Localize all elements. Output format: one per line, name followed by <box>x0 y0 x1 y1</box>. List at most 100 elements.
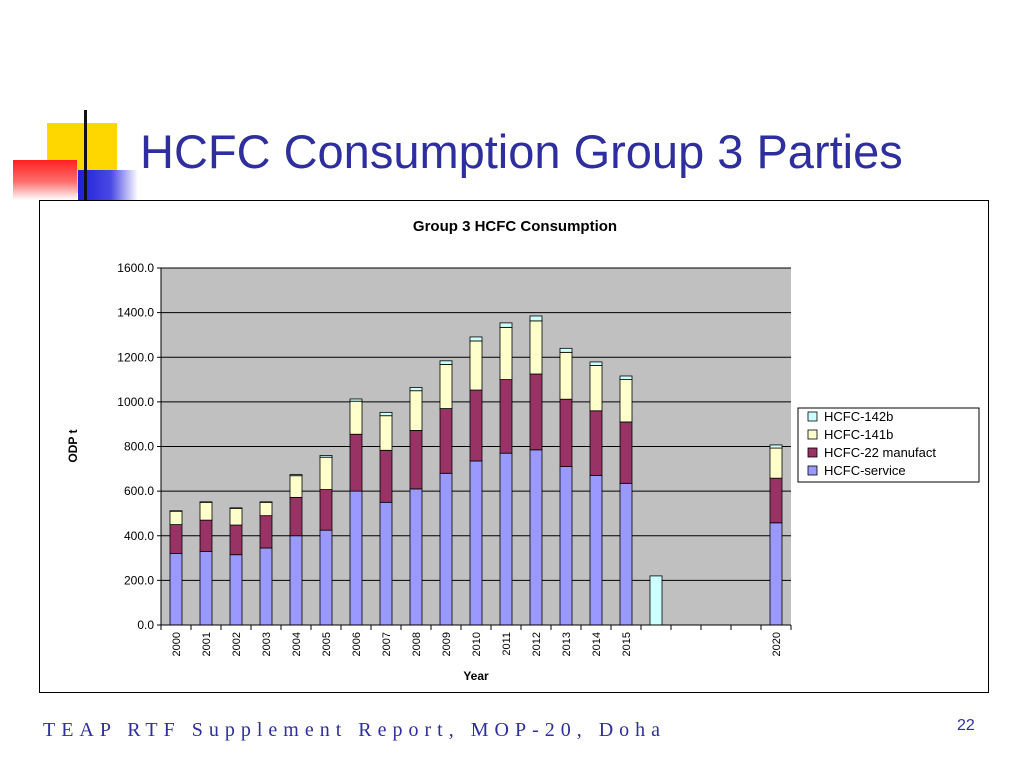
bar-hcfc-service-1 <box>199 550 213 626</box>
bar-hcfc-141b-5 <box>319 456 333 490</box>
bar-hcfc-22-manufact-7 <box>379 449 393 503</box>
slide-title: HCFC Consumption Group 3 Parties <box>140 125 903 178</box>
axes <box>160 268 792 630</box>
bar-hcfc-142b-4 <box>289 474 303 477</box>
chart: Group 3 HCFC Consumption ODP t Year 0.0 2… <box>66 218 980 683</box>
x-tick-label: 2015 <box>621 632 633 656</box>
bar-hcfc-141b-13 <box>559 351 573 400</box>
x-tick-label: 2001 <box>201 632 213 656</box>
bar-hcfc-service-6 <box>349 490 363 626</box>
bar-hcfc-142b-11 <box>499 322 513 328</box>
bar-hcfc-142b-7 <box>379 411 393 417</box>
y-tick-label: 1000.0 <box>117 395 154 409</box>
bar-hcfc-22-manufact-4 <box>289 496 303 537</box>
x-tick-label: 2009 <box>441 632 453 656</box>
bar-hcfc-142b-8 <box>409 386 423 392</box>
bar-hcfc-service-8 <box>409 488 423 626</box>
y-axis-label: ODP t <box>66 429 80 462</box>
bar-hcfc-142b-20 <box>769 444 783 449</box>
legend-swatch <box>807 447 818 458</box>
bar-hcfc-22-manufact-1 <box>199 519 213 552</box>
bar-hcfc-22-manufact-8 <box>409 430 423 490</box>
bar-hcfc-142b-14 <box>589 361 603 366</box>
y-tick-label: 800.0 <box>124 440 154 454</box>
bar-hcfc-142b-12 <box>529 315 543 322</box>
bar-hcfc-service-13 <box>559 466 573 626</box>
bar-hcfc-141b-14 <box>589 365 603 412</box>
bar-hcfc-service-9 <box>439 472 453 626</box>
bar-hcfc-142b-16 <box>649 575 663 626</box>
bar-hcfc-142b-15 <box>619 375 633 380</box>
y-tick-label: 0.0 <box>137 618 154 632</box>
bar-hcfc-142b-6 <box>349 398 363 402</box>
bar-hcfc-142b-5 <box>319 455 333 458</box>
bar-hcfc-service-15 <box>619 482 633 626</box>
bar-hcfc-141b-0 <box>169 510 183 525</box>
x-tick-label: 2002 <box>231 632 243 656</box>
y-tick-label: 1400.0 <box>117 306 154 320</box>
legend-swatch <box>807 429 818 440</box>
bar-hcfc-141b-2 <box>229 507 243 526</box>
bar-hcfc-142b-3 <box>259 501 273 503</box>
y-tick-label: 600.0 <box>124 484 154 498</box>
x-tick-label: 2006 <box>351 632 363 656</box>
bars <box>169 315 783 626</box>
bar-hcfc-141b-12 <box>529 320 543 375</box>
x-tick-label: 2004 <box>291 632 303 656</box>
bar-hcfc-service-10 <box>469 460 483 626</box>
bar-hcfc-141b-7 <box>379 415 393 451</box>
x-tick-label: 2013 <box>561 632 573 656</box>
bar-hcfc-141b-10 <box>469 340 483 391</box>
legend-box <box>797 407 980 483</box>
bar-hcfc-142b-9 <box>439 360 453 365</box>
bar-hcfc-142b-13 <box>559 347 573 353</box>
x-tick-label: 2000 <box>171 632 183 656</box>
bar-hcfc-22-manufact-11 <box>499 379 513 454</box>
bar-hcfc-service-12 <box>529 449 543 626</box>
bar-hcfc-141b-4 <box>289 475 303 498</box>
decor-red-square <box>13 160 77 200</box>
bar-hcfc-141b-1 <box>199 501 213 521</box>
x-tick-label: 2005 <box>321 632 333 656</box>
bar-hcfc-22-manufact-12 <box>529 373 543 451</box>
legend-swatch <box>807 465 818 476</box>
bar-hcfc-141b-11 <box>499 326 513 380</box>
bar-hcfc-141b-20 <box>769 447 783 479</box>
bar-hcfc-22-manufact-2 <box>229 524 243 556</box>
x-tick-label: 2003 <box>261 632 273 656</box>
bar-hcfc-141b-9 <box>439 363 453 409</box>
bar-hcfc-service-7 <box>379 501 393 626</box>
x-tick-labels: 2000 2001 2002 2003 2004 2005 2006 2007 2008 2009… <box>171 632 783 656</box>
x-axis-label: Year <box>463 669 489 683</box>
y-tick-labels: 0.0 200.0 400.0 600.0 800.0 1000.0 1200.0 1400.… <box>117 261 154 632</box>
legend-swatch <box>807 411 818 422</box>
bar-hcfc-142b-2 <box>229 507 243 509</box>
bar-hcfc-22-manufact-9 <box>439 408 453 474</box>
bar-hcfc-22-manufact-6 <box>349 433 363 492</box>
bar-hcfc-22-manufact-15 <box>619 421 633 484</box>
bar-hcfc-142b-1 <box>199 501 213 503</box>
bar-hcfc-service-14 <box>589 475 603 626</box>
bar-hcfc-22-manufact-5 <box>319 489 333 531</box>
bar-hcfc-22-manufact-3 <box>259 515 273 549</box>
bar-hcfc-22-manufact-14 <box>589 410 603 476</box>
bar-hcfc-141b-15 <box>619 379 633 423</box>
y-tick-label: 1600.0 <box>117 261 154 275</box>
chart-frame: Group 3 HCFC Consumption ODP t Year 0.0 2… <box>39 200 989 693</box>
x-tick-label: 2008 <box>411 632 423 656</box>
bar-hcfc-141b-3 <box>259 501 273 517</box>
legend: HCFC-142b HCFC-141b HCFC-22 manufact HCFC-s… <box>797 407 980 483</box>
legend-label: HCFC-142b <box>824 409 893 424</box>
bar-hcfc-service-3 <box>259 547 273 626</box>
bar-hcfc-22-manufact-10 <box>469 389 483 462</box>
x-tick-label: 2020 <box>771 632 783 656</box>
bar-hcfc-22-manufact-0 <box>169 524 183 555</box>
decor-blue-bar <box>78 170 138 202</box>
bar-hcfc-141b-6 <box>349 400 363 435</box>
x-tick-label: 2014 <box>591 632 603 656</box>
bar-hcfc-142b-10 <box>469 336 483 342</box>
bar-hcfc-22-manufact-20 <box>769 477 783 524</box>
x-tick-label: 2010 <box>471 632 483 656</box>
page-number: 22 <box>957 717 975 734</box>
legend-label: HCFC-service <box>824 463 906 478</box>
